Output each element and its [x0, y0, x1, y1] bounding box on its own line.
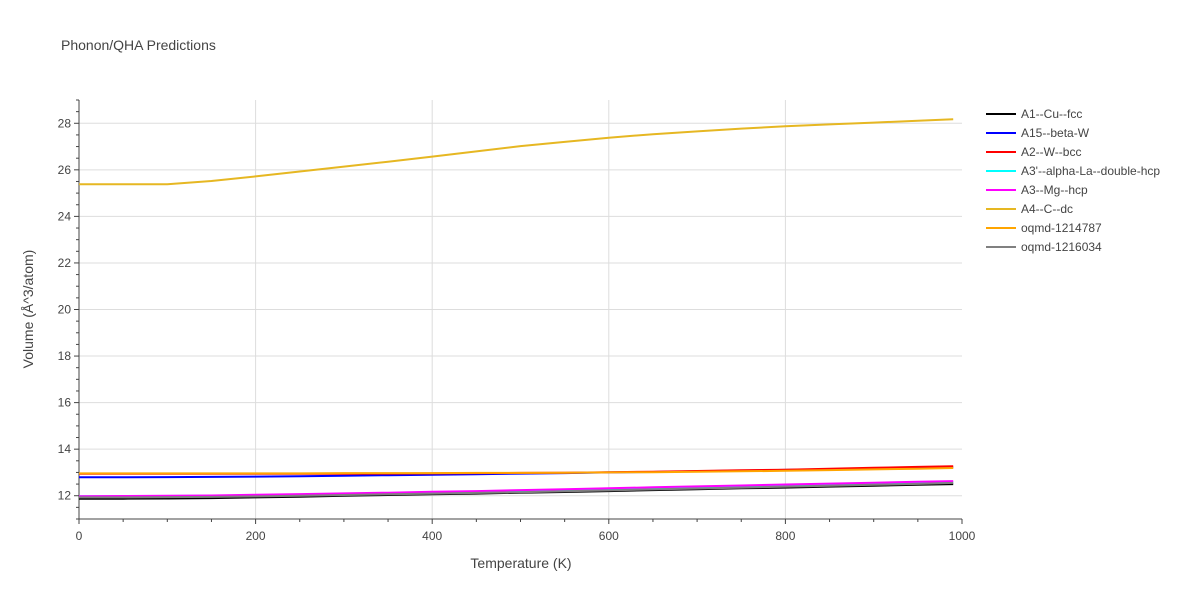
legend-label: A2--W--bcc — [1021, 145, 1081, 159]
x-tick-label: 800 — [775, 529, 795, 543]
series-line — [79, 118, 954, 186]
legend-label: A4--C--dc — [1021, 202, 1073, 216]
y-tick-label: 16 — [58, 396, 72, 410]
y-axis-title: Volume (Å^3/atom) — [20, 250, 36, 369]
series-line — [79, 467, 954, 475]
y-tick-label: 28 — [58, 116, 72, 130]
legend-item: A15--beta-W — [986, 126, 1090, 140]
legend-item: A3'--alpha-La--double-hcp — [986, 164, 1160, 178]
legend-label: oqmd-1214787 — [1021, 221, 1102, 235]
legend-item: A2--W--bcc — [986, 145, 1081, 159]
chart-title: Phonon/QHA Predictions — [61, 37, 216, 53]
legend-label: A3'--alpha-La--double-hcp — [1021, 164, 1160, 178]
y-tick-label: 14 — [58, 442, 72, 456]
legend-item: oqmd-1214787 — [986, 221, 1102, 235]
legend-label: oqmd-1216034 — [1021, 240, 1102, 254]
y-tick-label: 24 — [58, 209, 72, 223]
y-tick-label: 12 — [58, 489, 72, 503]
x-axis-title: Temperature (K) — [470, 555, 571, 571]
x-tick-label: 600 — [599, 529, 619, 543]
y-tick-label: 26 — [58, 163, 72, 177]
axes: 12 14 16 18 20 22 24 26 28 0 200 400 600 800 1000 — [58, 99, 976, 543]
legend-item: A3--Mg--hcp — [986, 183, 1088, 197]
y-tick-label: 22 — [58, 256, 72, 270]
x-tick-label: 200 — [246, 529, 266, 543]
y-tick-label: 20 — [58, 303, 72, 317]
legend-label: A3--Mg--hcp — [1021, 183, 1088, 197]
x-tick-label: 400 — [422, 529, 442, 543]
x-tick-label: 0 — [76, 529, 83, 543]
legend-item: oqmd-1216034 — [986, 240, 1102, 254]
plot-area — [78, 118, 954, 500]
legend: A1--Cu--fcc A15--beta-W A2--W--bcc A3'--alp… — [986, 107, 1160, 254]
grid — [79, 100, 962, 519]
y-tick-label: 18 — [58, 349, 72, 363]
x-tick-label: 1000 — [949, 529, 976, 543]
legend-label: A1--Cu--fcc — [1021, 107, 1082, 121]
series-line — [78, 480, 954, 498]
legend-item: A1--Cu--fcc — [986, 107, 1082, 121]
series-line — [79, 481, 954, 499]
legend-item: A4--C--dc — [986, 202, 1073, 216]
legend-label: A15--beta-W — [1021, 126, 1090, 140]
